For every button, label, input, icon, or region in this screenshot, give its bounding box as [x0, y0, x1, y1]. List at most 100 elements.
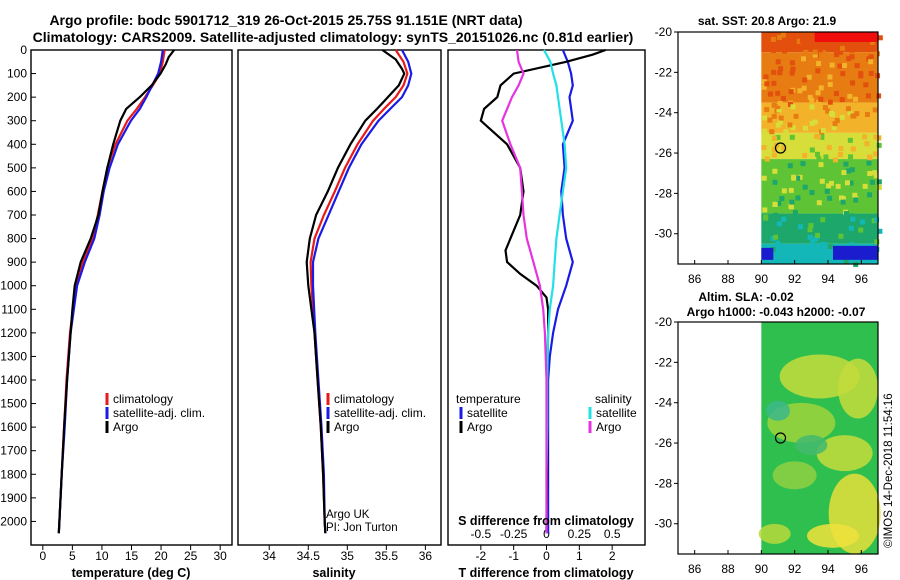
sst-pixel: [792, 209, 798, 215]
sst-pixel: [802, 125, 808, 131]
sst-pixel: [847, 93, 853, 99]
longitude-tick-label: 96: [855, 562, 869, 576]
sst-pixel: [813, 236, 819, 242]
sst-pixel: [846, 55, 852, 61]
sst-pixel: [820, 127, 826, 133]
sst-pixel: [781, 188, 787, 194]
sst-pixel: [819, 178, 825, 184]
sst-pixel: [809, 120, 815, 126]
sst-pixel: [867, 171, 873, 177]
sst-pixel: [838, 49, 844, 55]
sst-pixel: [787, 163, 793, 169]
sst-pixel: [771, 152, 777, 158]
sst-pixel: [761, 258, 767, 264]
sst-pixel: [770, 36, 776, 42]
longitude-tick-label: 88: [721, 272, 735, 286]
sst-pixel: [775, 135, 781, 141]
longitude-tick-label: 94: [821, 562, 835, 576]
sst-pixel: [781, 48, 787, 54]
salinity-tick-label: 34.5: [297, 549, 321, 563]
sst-pixel: [867, 192, 873, 198]
temperature-panel: 0 5 10 15 20 25 30 0 100 200 300 400 500 600 700 800 90…: [0, 43, 233, 580]
longitude-tick-label: 96: [855, 272, 869, 286]
sst-pixel: [762, 128, 768, 134]
sla-map-title-line2: Argo h1000: -0.043 h2000: -0.07: [687, 305, 866, 319]
sst-pixel: [815, 232, 821, 238]
sst-pixel: [789, 70, 795, 76]
depth-tick-label: 1800: [0, 467, 27, 481]
sst-pixel: [777, 100, 783, 106]
sst-pixel: [826, 183, 832, 189]
sst-pixel: [844, 211, 850, 217]
t-difference-x-ticks: -2 -1 0 1 2: [475, 545, 616, 563]
sst-pixel: [790, 66, 796, 72]
sst-pixel: [800, 161, 806, 167]
sst-pixel: [788, 187, 794, 193]
longitude-tick-label: 92: [788, 272, 802, 286]
sst-pixel: [859, 219, 865, 225]
depth-axis: 0 100 200 300 400 500 600 700 800 900 1000 1100 1200…: [0, 43, 36, 528]
sst-pixel: [828, 110, 834, 116]
sst-pixel: [867, 155, 873, 161]
s-difference-tick-label: 0: [543, 527, 550, 541]
sst-pixel: [801, 85, 807, 91]
sst-pixel: [777, 70, 783, 76]
legend-t-satellite-label: satellite: [467, 406, 508, 420]
sst-pixel: [764, 81, 770, 87]
sst-pixel: [800, 56, 806, 62]
depth-tick-label: 1200: [0, 326, 27, 340]
legend-argo-label: Argo: [113, 420, 139, 434]
longitude-tick-label: 92: [788, 562, 802, 576]
sst-pixel: [776, 201, 782, 207]
sst-pixel: [840, 199, 846, 205]
sst-pixel: [797, 88, 803, 94]
sst-pixel: [761, 84, 767, 90]
argo-float-marker: [774, 142, 787, 154]
sst-pixel: [818, 85, 824, 91]
argo-float-marker: [774, 432, 787, 444]
sst-pixel: [850, 216, 856, 222]
sla-map-axes: 86 88 90 92 94 96 -20 -22 -24 -26 -28 -30: [655, 315, 869, 576]
sla-anomaly: [816, 435, 873, 472]
sst-pixel: [873, 134, 879, 140]
sst-pixel: [816, 250, 822, 256]
sst-pixel: [772, 201, 778, 207]
sst-pixel: [775, 59, 781, 65]
sst-pixel: [802, 152, 808, 158]
sst-pixel: [779, 245, 785, 251]
temperature-legend: climatology satellite-adj. clim. Argo: [105, 392, 205, 434]
latitude-tick-label: -26: [655, 146, 673, 160]
sst-pixel: [764, 107, 770, 113]
sst-pixel: [790, 125, 796, 131]
salinity-tick-label: 34: [263, 549, 277, 563]
sst-cold-patch: [761, 247, 774, 260]
salinity-x-label: salinity: [312, 566, 355, 580]
sst-pixel: [761, 145, 767, 151]
sst-pixel: [801, 258, 807, 264]
legend-satellite-label: satellite-adj. clim.: [113, 406, 205, 420]
sst-pixel: [849, 54, 855, 60]
sst-pixel: [850, 80, 856, 86]
legend-salinity-title: salinity: [595, 392, 632, 406]
sst-pixel: [809, 189, 815, 195]
temperature-tick-label: 10: [95, 549, 109, 563]
sst-pixel: [816, 99, 822, 105]
depth-tick-label: 1000: [0, 279, 27, 293]
sst-pixel: [874, 239, 880, 245]
sst-pixel: [843, 161, 849, 167]
sst-pixel: [767, 117, 773, 123]
sst-pixel: [789, 134, 795, 140]
t-difference-x-label: T difference from climatology: [458, 566, 633, 580]
sst-pixel: [827, 195, 833, 201]
sst-map-frame: [677, 31, 879, 265]
sst-pixel: [781, 145, 787, 151]
legend-t-argo-label: Argo: [467, 420, 493, 434]
longitude-tick-label: 88: [721, 562, 735, 576]
sst-pixel: [781, 216, 787, 222]
sst-pixel: [868, 54, 874, 60]
depth-tick-label: 1900: [0, 491, 27, 505]
sst-pixel: [820, 50, 826, 56]
series-argo: [57, 49, 175, 534]
sst-pixel: [776, 107, 782, 113]
depth-tick-label: 600: [7, 184, 27, 198]
